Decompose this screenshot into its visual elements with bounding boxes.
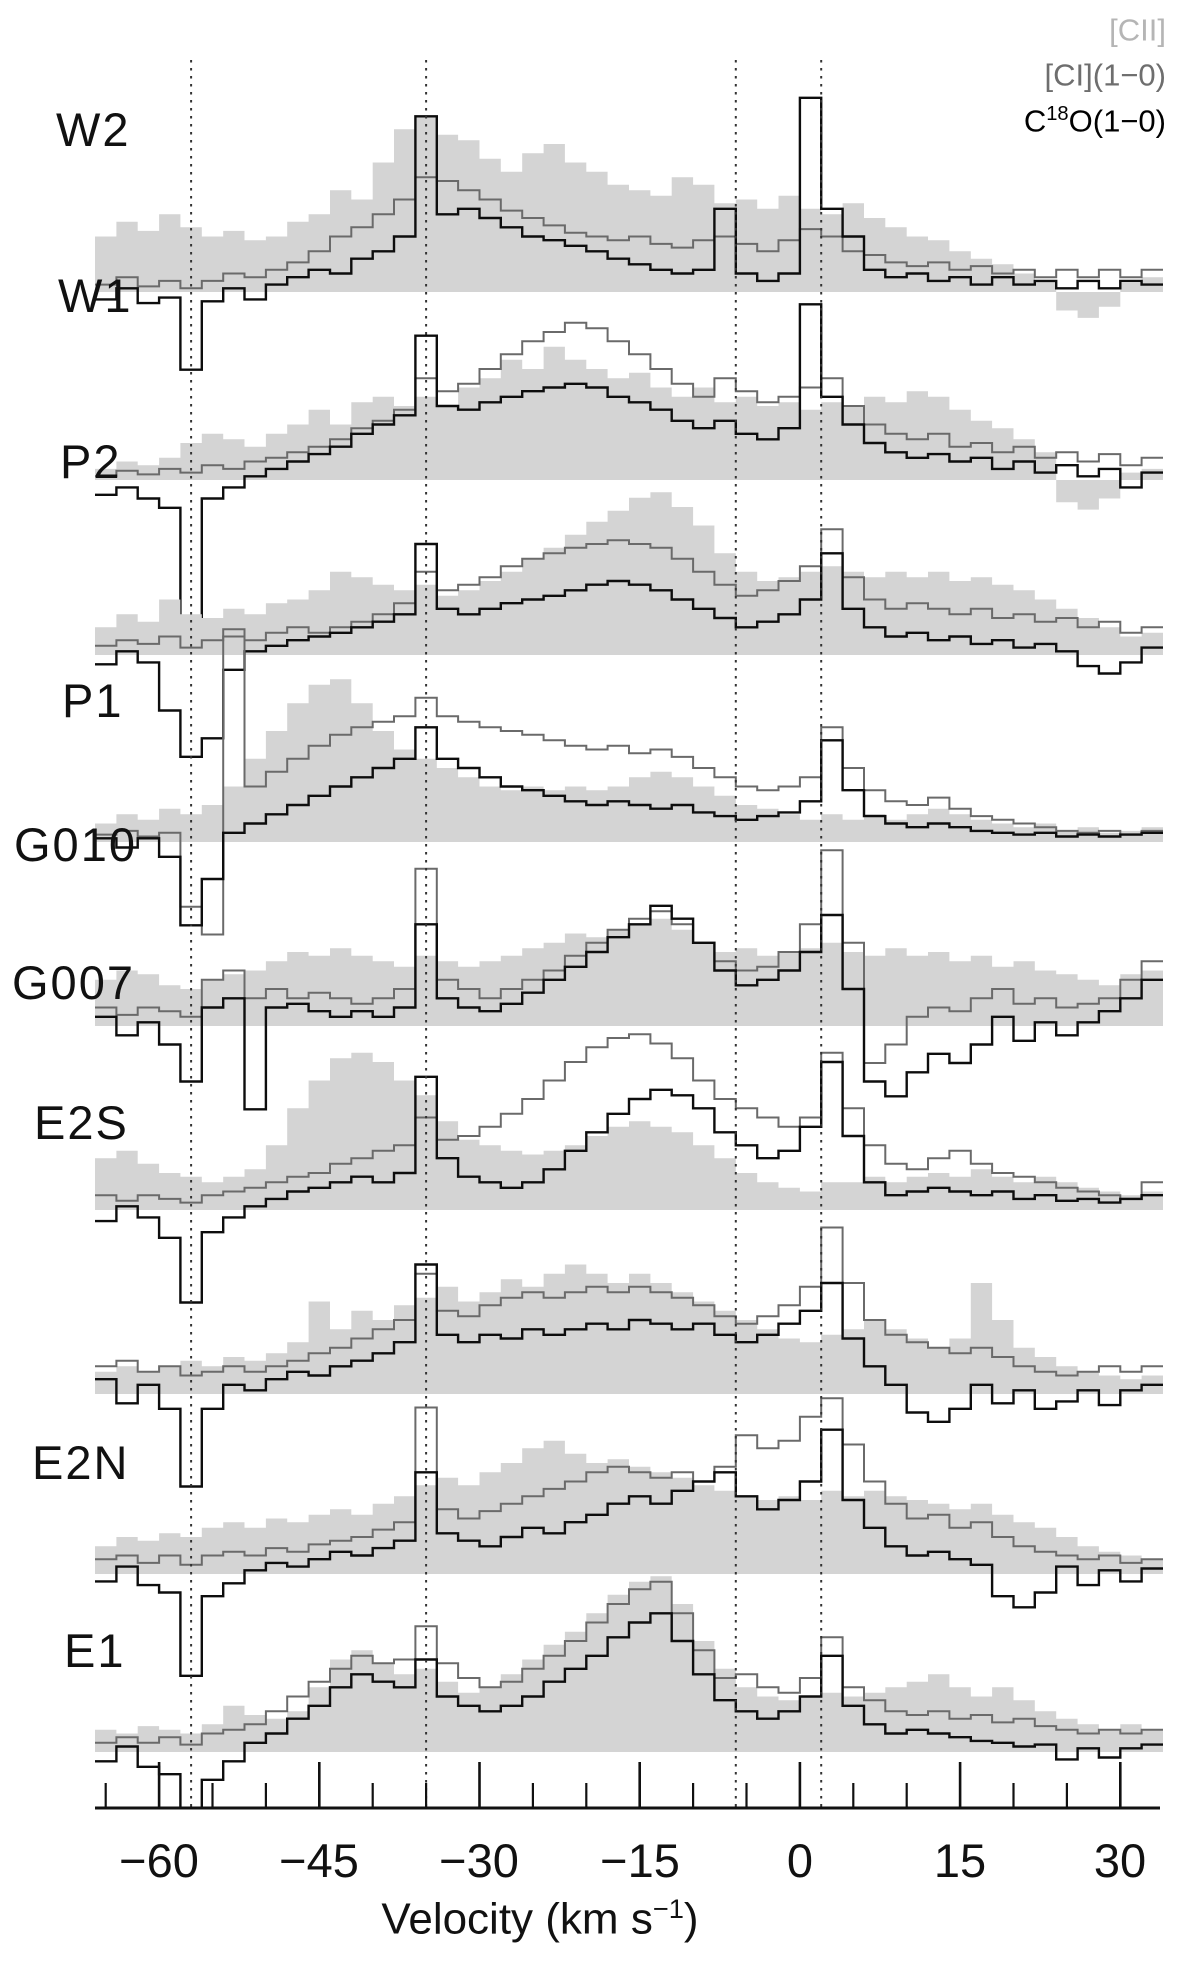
x-tick-label: −60 bbox=[119, 1834, 199, 1887]
ci-spectrum-line bbox=[95, 1397, 1163, 1566]
row-label-e2s: E2S bbox=[34, 1096, 129, 1149]
x-tick-label: −30 bbox=[439, 1834, 519, 1887]
row-label-w1: W1 bbox=[58, 269, 133, 322]
x-tick-label: 0 bbox=[786, 1834, 814, 1887]
c18o-spectrum-line bbox=[95, 1060, 1163, 1304]
c18o-spectrum-line bbox=[95, 96, 1163, 371]
spectrum-row-W2 bbox=[95, 96, 1163, 371]
ci-spectrum-line bbox=[95, 176, 1163, 290]
row-label-e1: E1 bbox=[64, 1624, 126, 1677]
legend: [CII] [CI](1−0) C18O(1−0) bbox=[1024, 4, 1166, 140]
row-label-p2: P2 bbox=[60, 435, 122, 488]
cii-filled-spectrum bbox=[95, 679, 1163, 842]
spectrum-row-E1 bbox=[95, 1576, 1163, 1808]
cii-filled-spectrum bbox=[95, 492, 1163, 655]
row-label-g007: G007 bbox=[12, 956, 135, 1009]
x-tick-label: −15 bbox=[600, 1834, 680, 1887]
ci-spectrum-line bbox=[95, 528, 1163, 649]
ci-spectrum-line bbox=[95, 1580, 1163, 1746]
legend-entry-c18o: C18O(1−0) bbox=[1023, 102, 1166, 138]
row-label-w2: W2 bbox=[56, 103, 131, 156]
spectrum-row-E2S bbox=[95, 1226, 1163, 1488]
cii-filled-spectrum bbox=[95, 116, 1163, 318]
x-tick-label: 30 bbox=[1093, 1834, 1147, 1887]
c18o-spectrum-line bbox=[95, 1428, 1163, 1677]
legend-entry-ci: [CI](1−0) bbox=[1044, 57, 1166, 93]
cii-filled-spectrum bbox=[95, 918, 1163, 1026]
cii-filled-spectrum bbox=[95, 1576, 1163, 1752]
c18o-spectrum-line bbox=[95, 904, 1163, 1111]
cii-filled-spectrum bbox=[95, 1052, 1163, 1210]
spectrum-row-G007 bbox=[95, 1033, 1163, 1304]
spectrum-row-P1 bbox=[95, 628, 1163, 936]
c18o-spectrum-line bbox=[95, 303, 1163, 620]
spectrum-row-P2 bbox=[95, 492, 1163, 758]
x-axis-title: Velocity (km s−1) bbox=[381, 1893, 699, 1944]
row-label-p1: P1 bbox=[62, 674, 124, 727]
c18o-spectrum-line bbox=[95, 1263, 1163, 1488]
c18o-spectrum-line bbox=[95, 542, 1163, 758]
c18o-spectrum-line bbox=[95, 1612, 1163, 1808]
x-tick-label: 15 bbox=[933, 1834, 987, 1887]
ci-spectrum-line bbox=[95, 321, 1163, 478]
spectrum-row-W1 bbox=[95, 303, 1163, 620]
row-label-g010: G010 bbox=[14, 818, 137, 871]
legend-entry-cii: [CII] bbox=[1109, 12, 1166, 48]
cii-filled-spectrum bbox=[95, 1440, 1163, 1574]
ci-spectrum-line bbox=[95, 628, 1163, 936]
ci-spectrum-line bbox=[95, 1033, 1163, 1204]
row-label-e2n: E2N bbox=[32, 1436, 130, 1489]
cii-filled-spectrum bbox=[95, 346, 1163, 510]
spectrum-row-E2N bbox=[95, 1397, 1163, 1677]
ci-spectrum-line bbox=[95, 1226, 1163, 1377]
spectrum-row-G010 bbox=[95, 849, 1163, 1111]
c18o-spectrum-line bbox=[95, 726, 1163, 927]
x-tick-label: −45 bbox=[279, 1834, 359, 1887]
